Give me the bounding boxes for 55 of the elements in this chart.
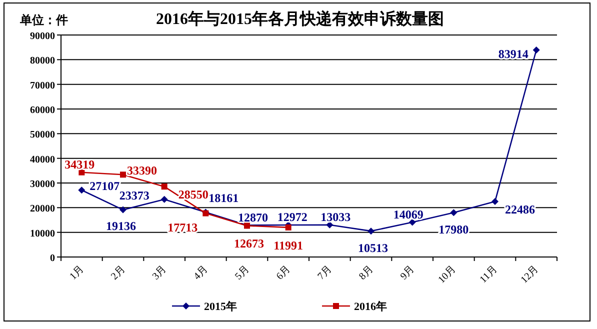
y-tick-label: 40000	[30, 154, 55, 166]
x-tick-label: 11月	[478, 264, 500, 286]
point	[408, 218, 416, 226]
data-label: 12870	[238, 210, 268, 224]
y-tick-label: 70000	[30, 80, 55, 92]
y-tick-label: 30000	[30, 179, 55, 190]
data-label: 14069	[393, 207, 424, 222]
data-label: 27107	[90, 179, 120, 194]
point	[532, 46, 540, 54]
data-label: 28550	[178, 188, 208, 202]
point	[160, 196, 168, 203]
data-label: 10513	[358, 241, 388, 256]
data-label: 23373	[119, 188, 150, 202]
x-tick-label: 2月	[109, 264, 128, 282]
y-tick-label: 10000	[30, 228, 55, 240]
x-tick-label: 6月	[274, 264, 293, 282]
data-label: 34319	[64, 157, 95, 172]
data-label: 33390	[127, 164, 157, 178]
x-tick-label: 12月	[519, 264, 541, 286]
point	[78, 169, 85, 176]
data-label: 18161	[208, 191, 239, 206]
chart-title: 2016年与2015年各月快递有效申诉数量图	[156, 10, 444, 28]
x-tick-label: 3月	[150, 264, 169, 282]
x-tick-label: 5月	[233, 264, 252, 282]
y-tick-label: 90000	[30, 31, 55, 42]
point	[285, 224, 292, 230]
data-label: 12972	[277, 210, 308, 224]
data-label: 12673	[234, 236, 264, 251]
point	[120, 172, 126, 178]
x-tick-label: 9月	[398, 264, 417, 282]
data-label: 19136	[106, 218, 136, 233]
point	[368, 228, 374, 235]
point	[450, 209, 458, 216]
point	[326, 221, 334, 228]
y-tick-label: 80000	[30, 56, 55, 67]
point	[78, 186, 86, 194]
data-label: 13033	[320, 210, 351, 224]
text: 单位：件	[19, 13, 68, 27]
point	[492, 198, 498, 206]
y-tick-label: 50000	[30, 130, 55, 141]
y-tick-label: 60000	[30, 105, 55, 116]
point	[120, 206, 126, 214]
y-tick-label: 20000	[30, 204, 55, 215]
legend-label: 2016年	[354, 300, 387, 313]
data-label: 11991	[274, 238, 304, 252]
legend-label: 2015年	[204, 300, 237, 313]
data-label: 17713	[168, 220, 198, 234]
x-tick-label: 4月	[192, 264, 210, 282]
x-tick-label: 8月	[357, 264, 376, 282]
y-tick-label: 0	[50, 253, 55, 264]
data-label: 83914	[498, 47, 528, 62]
x-tick-label: 7月	[316, 264, 334, 282]
point	[161, 184, 168, 190]
x-tick-label: 10月	[436, 264, 458, 286]
x-tick-label: 1月	[68, 264, 86, 282]
